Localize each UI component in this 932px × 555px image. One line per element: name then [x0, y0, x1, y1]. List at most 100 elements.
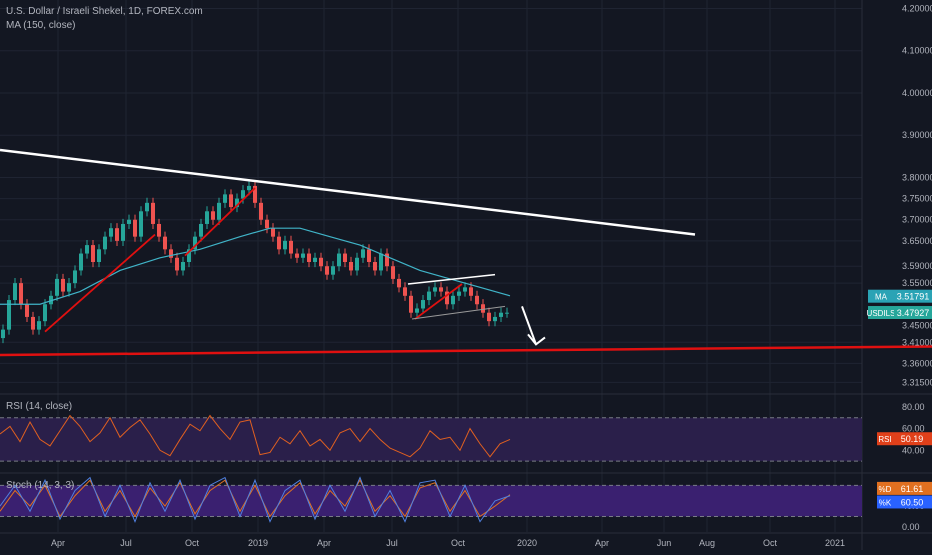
- candle-body: [391, 266, 395, 279]
- candle-body: [253, 185, 257, 203]
- candle-body: [271, 228, 275, 237]
- candle-body: [151, 202, 155, 224]
- candle-body: [235, 198, 239, 208]
- x-tick-label: Apr: [595, 538, 609, 548]
- price-tick-label: 3.41000: [902, 337, 932, 347]
- rsi-name-tag: [877, 432, 893, 446]
- ma-title: MA (150, close): [6, 20, 76, 31]
- candle-body: [265, 219, 269, 229]
- price-tick-label: 3.59000: [902, 261, 932, 271]
- trend-segment-red: [414, 283, 463, 320]
- candle-body: [403, 287, 407, 296]
- price-tick-label: 3.80000: [902, 172, 932, 182]
- candle-body: [223, 194, 227, 203]
- candle-body: [385, 253, 389, 267]
- candle-body: [451, 295, 455, 305]
- candle-body: [499, 312, 503, 317]
- candle-body: [145, 202, 149, 212]
- stoch-k-tag-name-tag: [877, 495, 893, 509]
- candle-body: [217, 202, 221, 220]
- candle-body: [247, 185, 251, 191]
- stoch-title: Stoch (14, 3, 3): [6, 480, 75, 491]
- price-tick-label: 3.36000: [902, 358, 932, 368]
- candle-body: [175, 257, 179, 271]
- ma-line: [0, 227, 511, 305]
- usdils-tag-name: USDILS: [867, 309, 896, 318]
- x-tick-label: 2019: [248, 538, 268, 548]
- candle-body: [121, 223, 125, 241]
- usdils-tag-value-tag: [894, 306, 932, 320]
- stoch-d-tag-name: %D: [879, 485, 892, 494]
- candle-body: [349, 262, 353, 271]
- candle-body: [163, 236, 167, 250]
- trend-segment-red: [184, 187, 256, 257]
- candle-body: [85, 245, 89, 254]
- rsi-name: RSI: [878, 435, 891, 444]
- ma-legend[interactable]: MA (150, close): [6, 20, 75, 31]
- x-tick-label: Jul: [386, 538, 398, 548]
- rsi-legend[interactable]: RSI (14, close): [6, 401, 72, 412]
- rsi-title: RSI (14, close): [6, 401, 73, 412]
- candle-body: [439, 287, 443, 292]
- price-tick-label: 3.70000: [902, 215, 932, 225]
- candle-body: [199, 223, 203, 237]
- candle-body: [31, 316, 35, 330]
- candle-body: [337, 253, 341, 267]
- candle-body: [61, 278, 65, 292]
- candle-body: [331, 266, 335, 275]
- arrow-shaft: [521, 306, 537, 345]
- candle-body: [205, 211, 209, 224]
- candle-body: [319, 257, 323, 267]
- symbol-title: U.S. Dollar / Israeli Shekel, 1D, FOREX.…: [6, 6, 203, 17]
- candle-body: [325, 266, 329, 275]
- candle-body: [361, 249, 365, 258]
- candle-body: [433, 287, 437, 292]
- candle-body: [25, 304, 29, 317]
- candle-body: [295, 253, 299, 258]
- rsi-tick-label: 40.00: [902, 445, 925, 455]
- candle-body: [259, 202, 263, 220]
- candle-body: [157, 223, 161, 237]
- stoch-d-line: [0, 479, 511, 518]
- candle-body: [343, 253, 347, 262]
- candle-body: [49, 295, 53, 305]
- usdils-tag-name-tag: [868, 306, 894, 320]
- candle-body: [169, 249, 173, 258]
- candle-body: [229, 194, 233, 208]
- candle-body: [313, 257, 317, 262]
- x-tick-label: Apr: [51, 538, 65, 548]
- candle-body: [487, 312, 491, 322]
- x-tick-label: Jul: [120, 538, 132, 548]
- price-tick-label: 3.75000: [902, 194, 932, 204]
- arrow-head: [527, 333, 546, 346]
- price-tick-label: 3.45000: [902, 320, 932, 330]
- stoch-k-tag-value: 60.50: [901, 497, 924, 507]
- x-tick-label: Apr: [317, 538, 331, 548]
- candle-body: [415, 308, 419, 313]
- x-tick-label: 2020: [517, 538, 537, 548]
- support-line: [0, 345, 932, 357]
- candle-body: [409, 295, 413, 313]
- candle-body: [421, 300, 425, 309]
- x-tick-label: Jun: [657, 538, 672, 548]
- candle-body: [73, 270, 77, 284]
- candle-body: [55, 278, 59, 296]
- price-tick-label: 4.10000: [902, 46, 932, 56]
- stoch-k-line: [0, 476, 511, 523]
- candle-body: [1, 329, 5, 339]
- rsi-value: 50.19: [901, 434, 924, 444]
- candle-body: [187, 249, 191, 262]
- x-tick-label: Oct: [451, 538, 466, 548]
- candle-body: [211, 211, 215, 220]
- stoch-legend[interactable]: Stoch (14, 3, 3): [6, 480, 74, 491]
- candle-body: [301, 253, 305, 258]
- candle-body: [505, 312, 509, 314]
- symbol-legend[interactable]: U.S. Dollar / Israeli Shekel, 1D, FOREX.…: [6, 6, 203, 17]
- candle-body: [397, 278, 401, 288]
- candle-body: [181, 262, 185, 271]
- rsi-value-tag: [893, 432, 932, 446]
- candle-body: [427, 291, 431, 301]
- ma-tag-name: MA: [875, 293, 888, 302]
